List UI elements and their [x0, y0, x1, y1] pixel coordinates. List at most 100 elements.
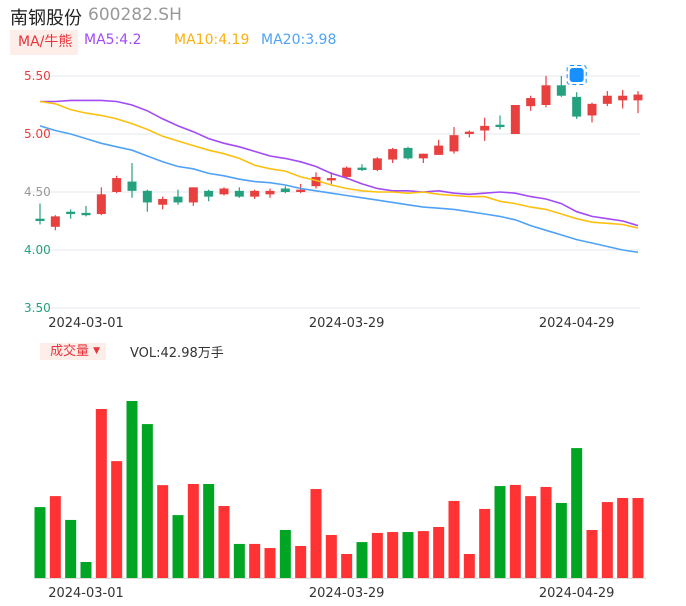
volume-bar [402, 532, 414, 578]
volume-bar [525, 496, 537, 578]
candle-body [280, 188, 290, 192]
volume-bar [295, 545, 307, 578]
volume-bar [111, 461, 123, 578]
candle-body [219, 188, 229, 195]
candle-body [326, 178, 336, 181]
volume-bar [479, 508, 491, 578]
volume-bar [218, 505, 230, 578]
candle-body [526, 98, 536, 107]
candle-body [587, 103, 597, 116]
candle-body [296, 189, 306, 192]
candle-body [572, 96, 582, 117]
volume-bar [310, 489, 322, 578]
volume-bar [341, 553, 353, 578]
candle-body [464, 131, 474, 134]
volume-bar [141, 424, 153, 578]
volume-bar [126, 401, 138, 578]
ma20-line [39, 125, 639, 254]
volume-bar [249, 543, 261, 578]
candle-body [204, 190, 214, 197]
candle-body [66, 211, 76, 215]
candle-body [158, 198, 168, 205]
news-badge-icon [566, 65, 587, 85]
y-tick-label: 3.50 [24, 301, 51, 315]
volume-bar [203, 484, 215, 578]
ma5-legend: MA5:4.2 [84, 32, 142, 48]
y-tick-label: 4.50 [24, 185, 51, 199]
volume-bar [586, 529, 598, 578]
candle-body [495, 124, 505, 128]
candle-body [602, 95, 612, 104]
volume-bar [509, 484, 521, 578]
ma20-legend: MA20:3.98 [261, 32, 337, 48]
volume-bar [187, 484, 199, 578]
volume-bar [463, 553, 475, 578]
candle-body [311, 176, 321, 187]
volume-bar [172, 515, 184, 578]
volume-bar [49, 496, 61, 578]
stock-code: 600282.SH [88, 5, 182, 25]
y-tick-label: 5.00 [24, 127, 51, 141]
volume-bar [571, 448, 583, 578]
candle-body [510, 105, 520, 134]
x-tick-label: 2024-04-29 [539, 316, 615, 331]
volume-bar [632, 498, 644, 578]
candle-body [112, 178, 122, 192]
volume-bar [356, 542, 368, 578]
ma5-line [40, 99, 639, 227]
candle-body [541, 85, 551, 105]
dropdown-arrow-icon: ▼ [93, 346, 101, 356]
candle-body [372, 158, 382, 170]
volume-bar [95, 409, 107, 578]
stock-name: 南钢股份 [10, 8, 82, 29]
x-tick-label: 2024-03-01 [48, 586, 124, 601]
volume-bar [601, 502, 613, 578]
y-tick-label: 4.00 [24, 243, 51, 257]
volume-bar [555, 502, 567, 578]
volume-bar [325, 535, 337, 578]
x-tick-label: 2024-03-29 [309, 586, 385, 601]
volume-bar [264, 548, 276, 578]
volume-bar [371, 532, 383, 578]
volume-bar [65, 519, 77, 578]
volume-indicator-selector[interactable]: 成交量 ▼ [40, 343, 107, 360]
candle-body [188, 187, 198, 203]
candle-body [357, 167, 367, 170]
candle-body [449, 135, 459, 152]
candle-body [81, 212, 91, 216]
candle-body [480, 125, 490, 131]
ma-indicator-selector[interactable]: MA/牛熊 [10, 30, 79, 55]
candle-body [618, 95, 628, 101]
candle-body [265, 190, 275, 195]
volume-bar [540, 486, 552, 578]
candle-body [142, 190, 152, 203]
x-tick-label: 2024-03-01 [48, 316, 124, 331]
x-tick-label: 2024-04-29 [539, 586, 615, 601]
x-tick-label: 2024-03-29 [309, 316, 385, 331]
volume-bar [157, 485, 169, 578]
volume-bar [34, 507, 46, 578]
candle-body [50, 216, 60, 227]
volume-bar [433, 527, 445, 578]
candle-body [342, 167, 352, 177]
ma10-line [39, 100, 639, 229]
y-tick-label: 5.50 [24, 69, 51, 83]
candle-body [418, 153, 428, 159]
volume-bar [617, 497, 629, 578]
candle-body [250, 190, 260, 197]
candle-body [434, 145, 444, 155]
volume-bar [448, 500, 460, 578]
volume-bar [80, 561, 92, 578]
candle-body [127, 181, 137, 191]
candle-body [234, 190, 244, 197]
candle-body [633, 94, 643, 101]
candle-body [35, 218, 45, 221]
ma10-legend: MA10:4.19 [174, 32, 250, 48]
volume-value: VOL:42.98万手 [130, 346, 224, 361]
volume-bar [387, 532, 399, 578]
candle-body [173, 196, 183, 203]
volume-bar [417, 531, 429, 578]
volume-bar [279, 529, 291, 578]
candle-body [96, 194, 106, 215]
